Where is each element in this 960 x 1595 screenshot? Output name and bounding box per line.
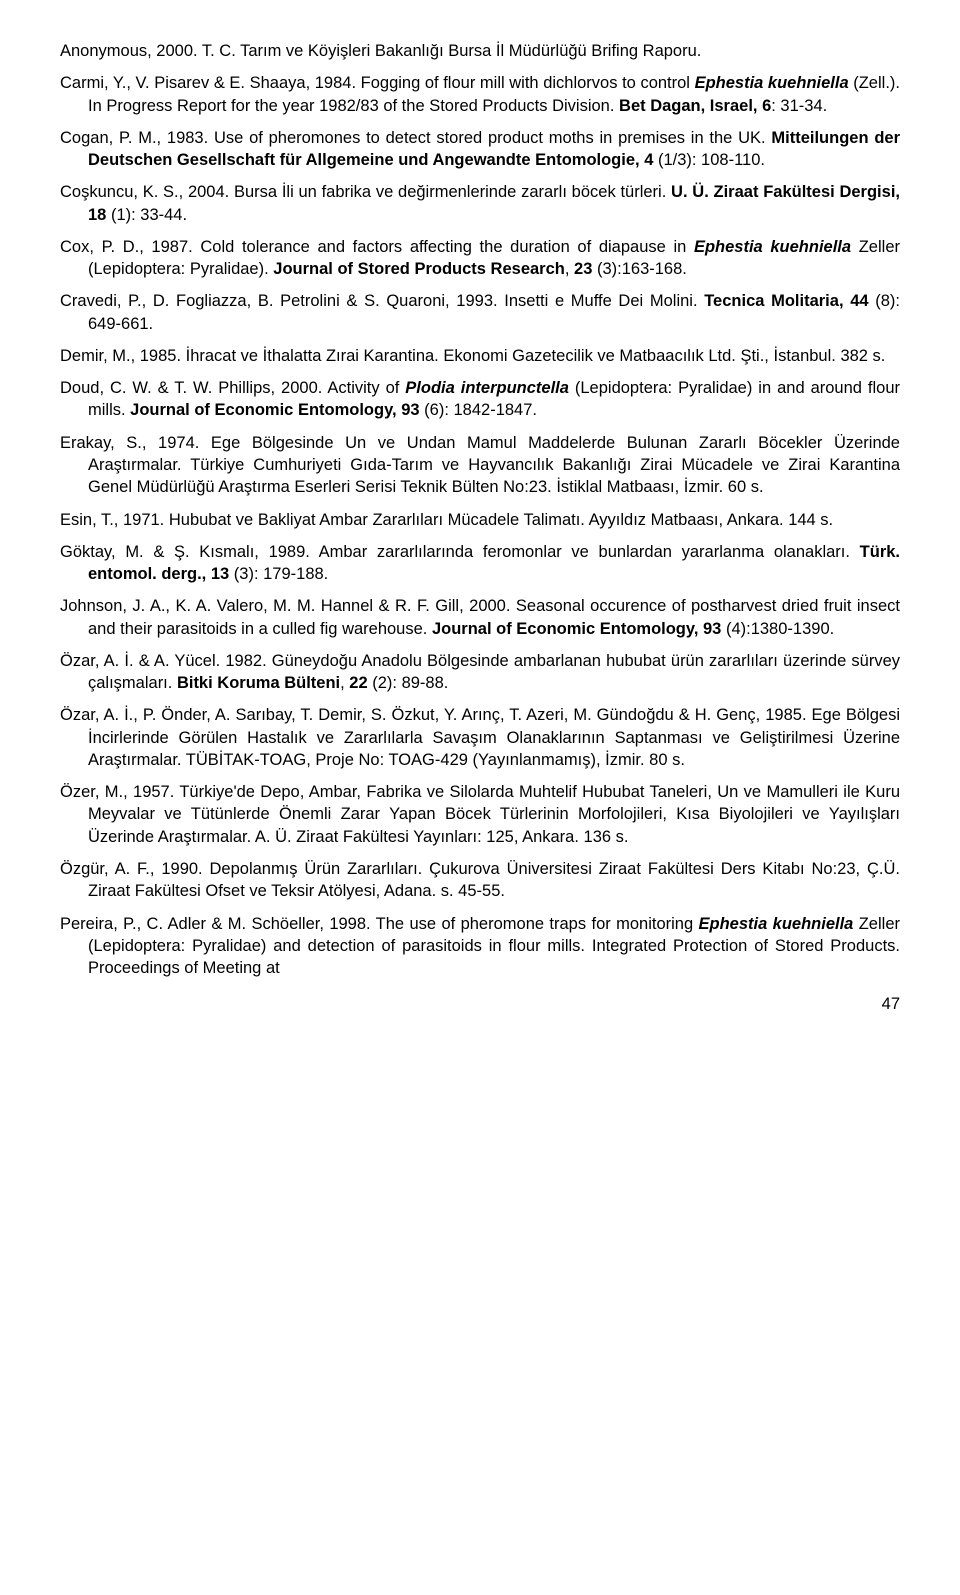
reference-entry: Cravedi, P., D. Fogliazza, B. Petrolini …: [60, 290, 900, 335]
reference-entry: Özar, A. İ. & A. Yücel. 1982. Güneydoğu …: [60, 650, 900, 695]
reference-entry: Özgür, A. F., 1990. Depolanmış Ürün Zara…: [60, 858, 900, 903]
reference-entry: Johnson, J. A., K. A. Valero, M. M. Hann…: [60, 595, 900, 640]
reference-entry: Doud, C. W. & T. W. Phillips, 2000. Acti…: [60, 377, 900, 422]
reference-entry: Esin, T., 1971. Hububat ve Bakliyat Amba…: [60, 509, 900, 531]
reference-entry: Anonymous, 2000. T. C. Tarım ve Köyişler…: [60, 40, 900, 62]
reference-entry: Cox, P. D., 1987. Cold tolerance and fac…: [60, 236, 900, 281]
page-number: 47: [60, 993, 900, 1015]
reference-entry: Özer, M., 1957. Türkiye'de Depo, Ambar, …: [60, 781, 900, 848]
references-list: Anonymous, 2000. T. C. Tarım ve Köyişler…: [60, 40, 900, 979]
reference-entry: Demir, M., 1985. İhracat ve İthalatta Zı…: [60, 345, 900, 367]
reference-entry: Özar, A. İ., P. Önder, A. Sarıbay, T. De…: [60, 704, 900, 771]
reference-entry: Göktay, M. & Ş. Kısmalı, 1989. Ambar zar…: [60, 541, 900, 586]
reference-entry: Cogan, P. M., 1983. Use of pheromones to…: [60, 127, 900, 172]
reference-entry: Coşkuncu, K. S., 2004. Bursa İli un fabr…: [60, 181, 900, 226]
reference-entry: Pereira, P., C. Adler & M. Schöeller, 19…: [60, 913, 900, 980]
reference-entry: Erakay, S., 1974. Ege Bölgesinde Un ve U…: [60, 432, 900, 499]
reference-entry: Carmi, Y., V. Pisarev & E. Shaaya, 1984.…: [60, 72, 900, 117]
